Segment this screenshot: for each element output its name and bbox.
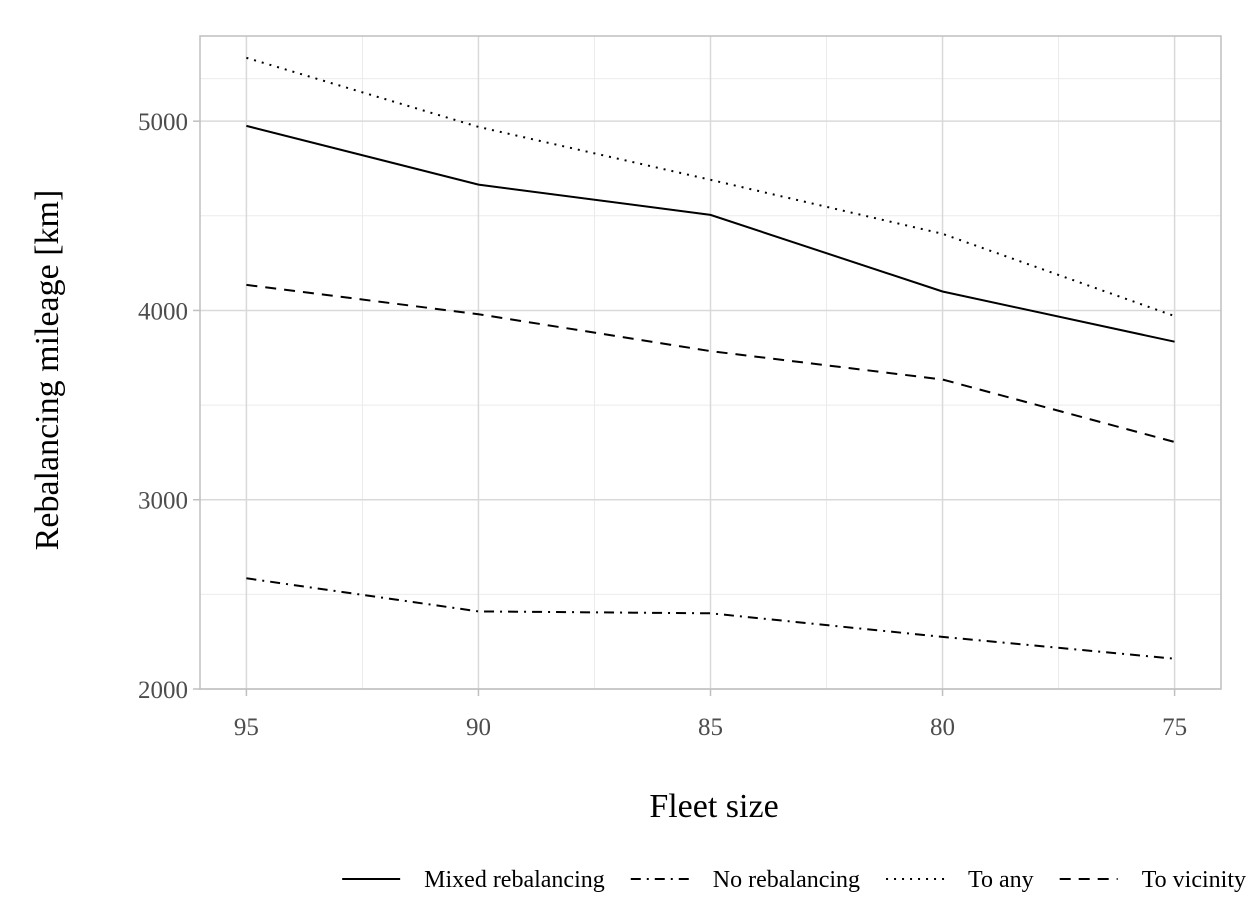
y-tick-label: 2000 xyxy=(138,677,188,704)
y-tick-label: 4000 xyxy=(138,298,188,325)
legend-label-mixed-rebalancing: Mixed rebalancing xyxy=(424,867,605,893)
series-line-to-vicinity xyxy=(246,283,1175,443)
series-lines xyxy=(246,56,1175,660)
x-tick-label: 85 xyxy=(698,714,723,741)
legend-label-to-any: To any xyxy=(968,867,1034,893)
major-gridlines xyxy=(200,36,1221,690)
series-line-to-any xyxy=(246,56,1175,318)
series-line-mixed-rebalancing xyxy=(246,124,1175,343)
legend-label-to-vicinity: To vicinity xyxy=(1142,867,1246,893)
y-tick-label: 5000 xyxy=(138,109,188,136)
x-tick-labels: 95 90 85 80 75 xyxy=(234,714,1187,741)
y-tick-labels: 2000 3000 4000 5000 xyxy=(138,109,188,704)
x-tick-label: 75 xyxy=(1162,714,1187,741)
axis-ticks xyxy=(193,120,1176,696)
series-line-no-rebalancing xyxy=(246,577,1175,660)
legend: Mixed rebalancing No rebalancing To any To … xyxy=(342,867,1246,893)
y-axis-title: Rebalancing mileage [km] xyxy=(29,190,66,551)
x-tick-label: 95 xyxy=(234,714,259,741)
x-tick-label: 80 xyxy=(930,714,955,741)
x-tick-label: 90 xyxy=(466,714,491,741)
legend-label-no-rebalancing: No rebalancing xyxy=(713,867,860,893)
y-tick-label: 3000 xyxy=(138,488,188,515)
x-axis-title: Fleet size xyxy=(649,788,778,825)
